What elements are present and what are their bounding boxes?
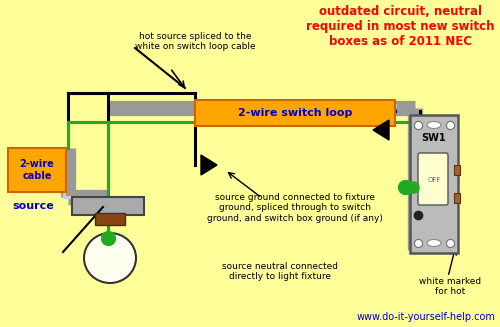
Text: source ground connected to fixture
ground, spliced through to switch
ground, and: source ground connected to fixture groun…: [207, 193, 383, 223]
FancyBboxPatch shape: [8, 148, 66, 192]
Text: 2-wire switch loop: 2-wire switch loop: [238, 108, 352, 118]
FancyBboxPatch shape: [454, 193, 460, 203]
FancyBboxPatch shape: [418, 153, 448, 205]
FancyBboxPatch shape: [410, 115, 458, 253]
Ellipse shape: [427, 122, 441, 129]
FancyBboxPatch shape: [95, 213, 125, 225]
Ellipse shape: [84, 233, 136, 283]
Text: www.do-it-yourself-help.com: www.do-it-yourself-help.com: [356, 312, 495, 322]
Ellipse shape: [427, 239, 441, 247]
Text: 2-wire
cable: 2-wire cable: [20, 159, 54, 181]
Text: OFF: OFF: [428, 177, 440, 183]
FancyBboxPatch shape: [72, 197, 144, 215]
FancyBboxPatch shape: [454, 165, 460, 175]
Text: source: source: [12, 201, 54, 211]
FancyBboxPatch shape: [195, 100, 395, 126]
Text: white marked
for hot: white marked for hot: [419, 277, 481, 296]
Text: source neutral connected
directly to light fixture: source neutral connected directly to lig…: [222, 262, 338, 282]
Text: SW1: SW1: [422, 133, 446, 143]
Polygon shape: [201, 155, 217, 175]
Text: outdated circuit, neutral
required in most new switch
boxes as of 2011 NEC: outdated circuit, neutral required in mo…: [306, 5, 495, 48]
Text: hot source spliced to the
white on switch loop cable: hot source spliced to the white on switc…: [134, 32, 256, 51]
Polygon shape: [373, 120, 389, 140]
